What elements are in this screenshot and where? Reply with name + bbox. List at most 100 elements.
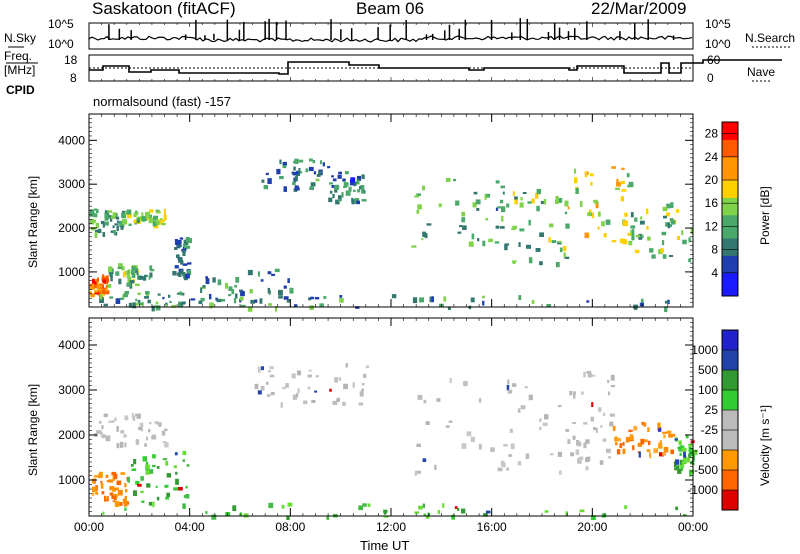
x-tick-label: 00:00 [678, 520, 708, 534]
data-cell [639, 220, 645, 225]
data-cell [477, 238, 480, 242]
power-colorbar-cell [722, 185, 738, 193]
data-cell [461, 211, 466, 217]
data-cell [178, 291, 183, 296]
data-cell [120, 430, 125, 434]
data-cell [482, 240, 486, 247]
data-cell [145, 464, 150, 469]
data-cell [424, 233, 428, 239]
data-cell [318, 170, 322, 174]
data-cell [451, 514, 455, 520]
data-cell [147, 299, 151, 304]
data-cell [419, 297, 424, 303]
data-cell [610, 384, 616, 388]
data-cell [149, 469, 154, 474]
data-cell [442, 503, 445, 508]
data-cell [90, 218, 95, 225]
data-cell [287, 502, 293, 507]
data-cell [102, 511, 105, 515]
y-tick-label: 4000 [58, 338, 85, 352]
x-tick-label: 04:00 [175, 520, 205, 534]
data-cell [124, 483, 127, 488]
data-cell [247, 306, 253, 312]
data-cell [422, 458, 427, 462]
data-cell [291, 373, 296, 379]
data-cell [220, 299, 226, 302]
data-cell [103, 413, 108, 418]
data-cell [124, 507, 127, 511]
data-cell [148, 501, 153, 506]
data-cell [557, 404, 562, 408]
data-cell [361, 188, 364, 194]
data-cell [268, 370, 271, 373]
data-cell [646, 449, 651, 452]
data-cell [628, 240, 633, 246]
data-cell [168, 294, 171, 298]
data-cell [114, 223, 119, 226]
data-cell [660, 248, 664, 253]
data-cell [202, 285, 206, 288]
data-cell [329, 182, 333, 185]
data-cell [276, 168, 281, 175]
data-cell [575, 449, 580, 455]
data-cell [601, 221, 605, 227]
data-cell [512, 260, 516, 264]
data-cell [585, 466, 589, 471]
data-cell [414, 511, 420, 514]
data-cell [564, 256, 570, 259]
data-cell [254, 299, 258, 303]
data-cell [228, 294, 232, 297]
data-cell [102, 222, 105, 228]
data-cell [352, 382, 355, 388]
data-cell [647, 427, 650, 433]
data-cell [627, 232, 633, 236]
data-cell [591, 402, 594, 407]
data-cell [133, 214, 137, 218]
data-cell [305, 168, 309, 173]
data-cell [565, 511, 568, 517]
data-cell [187, 262, 192, 265]
data-cell [447, 306, 451, 310]
data-cell [574, 168, 577, 174]
data-cell [619, 238, 625, 244]
data-cell [326, 515, 330, 520]
data-cell [93, 213, 98, 218]
nsearch-label: N.Search [745, 31, 796, 45]
data-cell [391, 294, 397, 299]
data-cell [426, 223, 432, 226]
data-cell [606, 448, 611, 453]
data-cell [100, 483, 104, 489]
data-cell [353, 189, 356, 192]
y-tick-label: 2000 [58, 221, 85, 235]
data-cell [156, 466, 160, 469]
y-tick-label: 2000 [58, 428, 85, 442]
data-cell [265, 172, 269, 176]
data-cell [506, 203, 510, 208]
data-cell [633, 425, 638, 431]
data-cell [668, 255, 674, 257]
data-cell [461, 217, 466, 223]
data-cell [531, 299, 535, 304]
data-cell [679, 464, 685, 468]
data-cell [583, 371, 586, 378]
data-cell [622, 239, 628, 245]
data-cell [583, 422, 588, 425]
data-cell [137, 220, 140, 223]
data-cell [548, 237, 551, 243]
data-cell [662, 254, 667, 259]
data-cell [143, 276, 147, 281]
data-cell [479, 397, 482, 403]
data-cell [509, 428, 513, 433]
data-cell [124, 211, 129, 215]
data-cell [260, 366, 264, 371]
data-cell [149, 209, 154, 213]
data-cell [617, 438, 622, 442]
data-cell [131, 272, 136, 278]
data-cell [470, 436, 475, 442]
data-cell [308, 369, 312, 372]
power-colorbar-cell [722, 151, 738, 158]
data-cell [638, 451, 641, 458]
data-cell [184, 248, 187, 251]
data-cell [303, 400, 308, 405]
data-cell [365, 365, 370, 369]
